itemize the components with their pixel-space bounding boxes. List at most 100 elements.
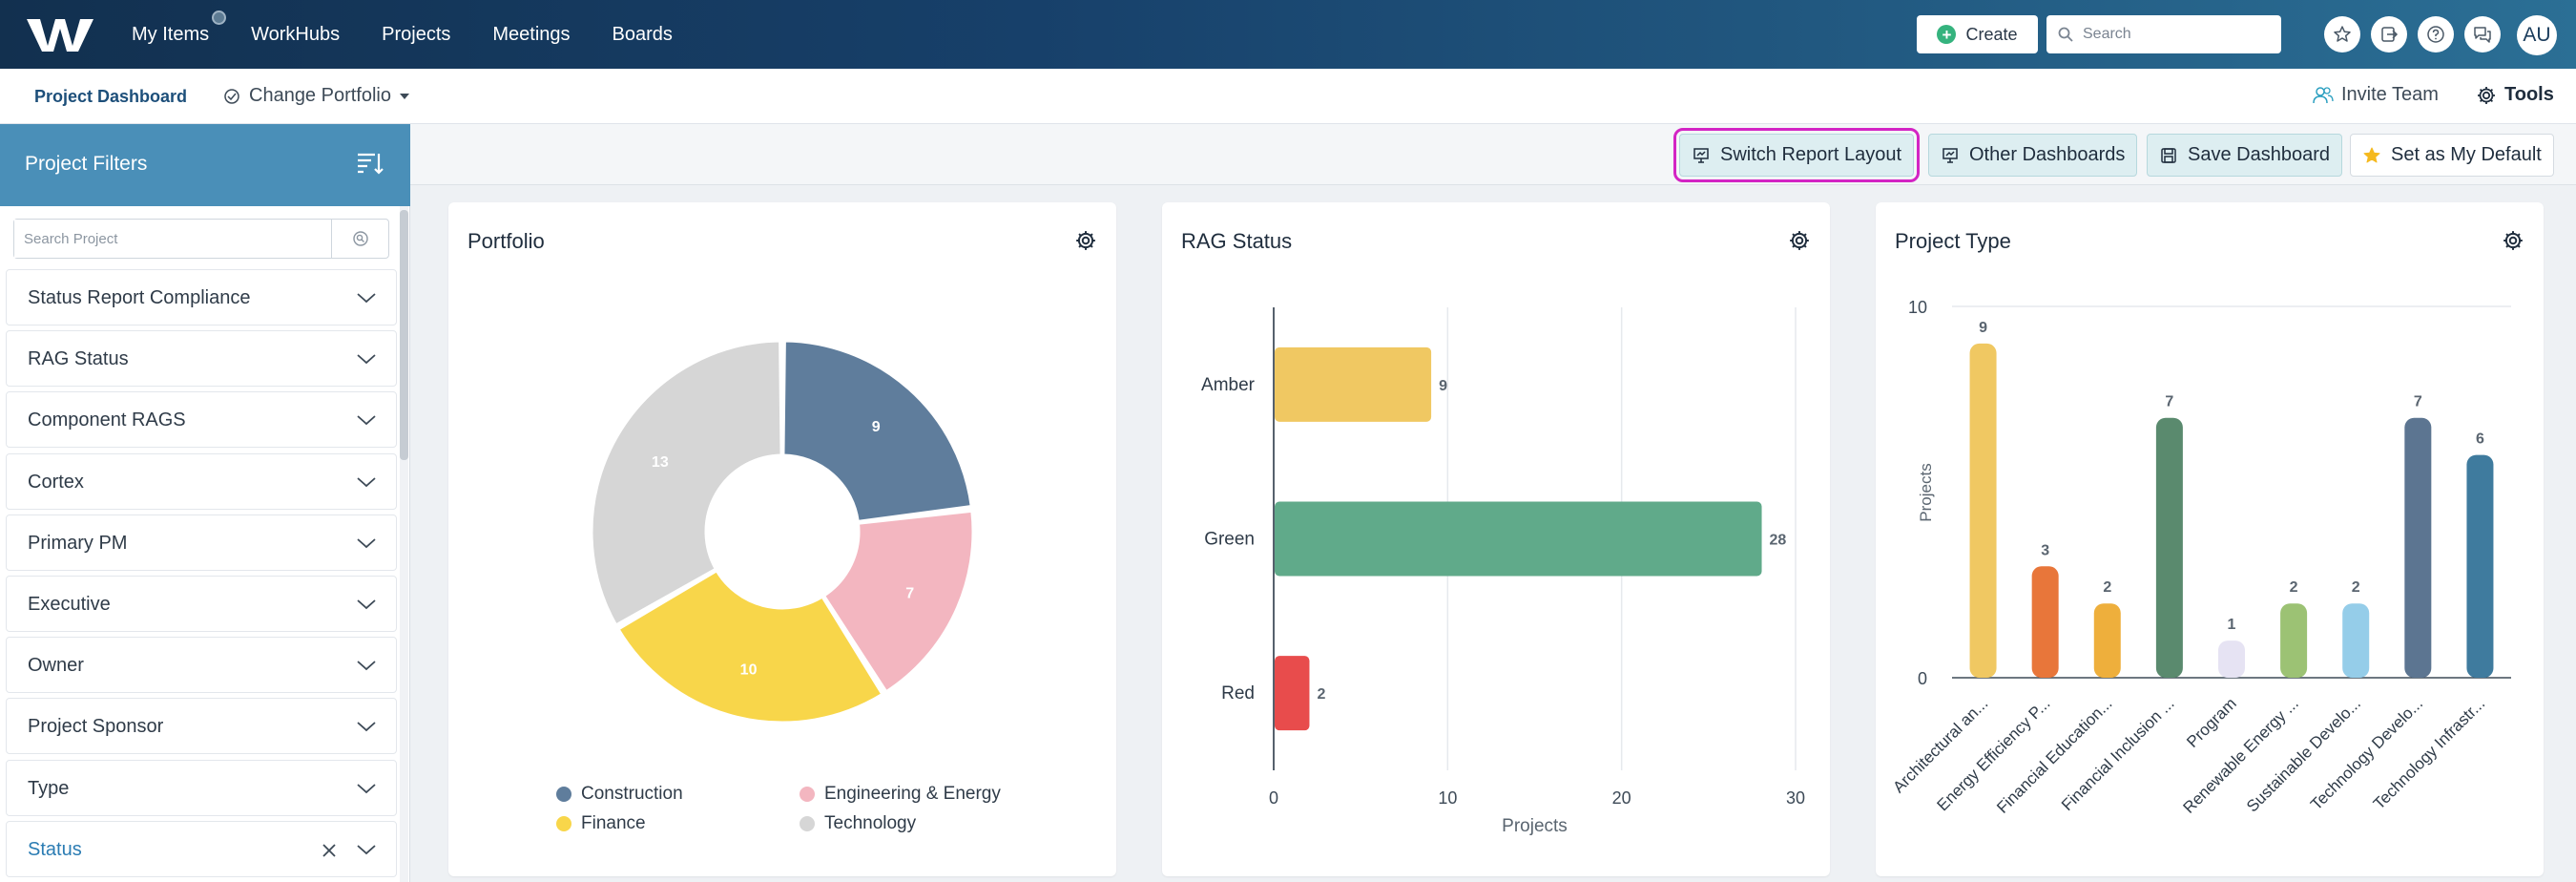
rag-status-title: RAG Status	[1181, 229, 1293, 253]
favorites-button[interactable]	[2324, 16, 2360, 52]
category-label: Green	[1204, 530, 1255, 550]
tools-menu[interactable]: Tools	[2476, 84, 2554, 106]
legend-item-finance[interactable]: Finance	[556, 813, 800, 834]
set-default-button[interactable]: Set as My Default	[2350, 134, 2554, 177]
filter-component-rags[interactable]: Component RAGS	[6, 391, 397, 449]
nav-projects[interactable]: Projects	[382, 23, 451, 45]
chat-button[interactable]	[2464, 16, 2501, 52]
legend-item-construction[interactable]: Construction	[556, 784, 800, 805]
clear-filter-icon[interactable]	[320, 841, 339, 860]
global-search-input[interactable]	[2083, 26, 2264, 43]
project-search-input[interactable]	[14, 220, 331, 258]
donut-slice-finance[interactable]	[615, 568, 884, 724]
create-button[interactable]: + Create	[1917, 15, 2038, 53]
legend-label: Finance	[581, 813, 646, 833]
invite-team-label: Invite Team	[2341, 84, 2439, 105]
legend-swatch	[800, 816, 815, 831]
search-icon	[2058, 27, 2073, 42]
gear-icon[interactable]	[2502, 229, 2524, 252]
filter-label: RAG Status	[28, 348, 129, 370]
chevron-down-icon	[357, 538, 376, 549]
x-category-label: Sustainable Develo...	[2243, 694, 2364, 815]
filter-type[interactable]: Type	[6, 759, 397, 816]
chevron-down-icon	[357, 354, 376, 365]
x-category-label: Program	[2183, 694, 2240, 751]
chevron-down-icon	[357, 293, 376, 304]
project-type-title: Project Type	[1895, 229, 2011, 253]
bar-financial-inclusion[interactable]	[2155, 417, 2183, 678]
exit-button[interactable]	[2371, 16, 2407, 52]
chevron-down-icon	[357, 476, 376, 487]
sidebar-title: Project Filters	[25, 153, 148, 175]
donut-slice-construction[interactable]	[781, 339, 973, 524]
donut-slice-engineering-energy[interactable]	[821, 509, 975, 694]
donut-slice-label: 7	[905, 585, 914, 601]
switch-report-layout-label: Switch Report Layout	[1720, 144, 1902, 165]
global-search	[2046, 15, 2281, 53]
bar-energy-efficiency-p[interactable]	[2031, 566, 2059, 678]
invite-team-button[interactable]: Invite Team	[2313, 84, 2439, 106]
bar-value-label: 9	[1439, 378, 1447, 394]
top-navigation-bar: My Items WorkHubs Projects Meetings Boar…	[0, 0, 2576, 69]
filter-status-report-compliance[interactable]: Status Report Compliance	[6, 269, 397, 326]
filter-label: Primary PM	[28, 532, 128, 554]
bar-sustainable-develo[interactable]	[2342, 603, 2370, 678]
x-category-label: Technology Develo...	[2307, 694, 2426, 813]
filter-primary-pm[interactable]: Primary PM	[6, 514, 397, 571]
gear-icon[interactable]	[1074, 229, 1097, 252]
sub-header: Project Dashboard Change Portfolio Invit…	[0, 69, 2576, 124]
project-search	[13, 219, 389, 259]
bar-value-label: 7	[2414, 394, 2422, 410]
legend-item-technology[interactable]: Technology	[800, 813, 1043, 834]
bar-financial-education[interactable]	[2093, 603, 2121, 678]
filter-executive[interactable]: Executive	[6, 576, 397, 632]
nav-workhubs[interactable]: WorkHubs	[251, 23, 341, 45]
switch-report-layout-button[interactable]: Switch Report Layout	[1672, 128, 1921, 182]
donut-slice-technology[interactable]	[590, 339, 783, 627]
filter-label: Project Sponsor	[28, 716, 164, 738]
presentation-icon	[1693, 147, 1709, 163]
save-dashboard-label: Save Dashboard	[2188, 144, 2330, 165]
project-filters-sidebar: Project Filters Status Report Compliance…	[0, 124, 410, 882]
portfolio-donut-chart: 9 7 10 13	[590, 339, 975, 724]
app-logo[interactable]	[25, 13, 95, 55]
sidebar-scrollbar[interactable]	[400, 206, 408, 882]
bar-value-label: 7	[2165, 394, 2173, 410]
nav-boards[interactable]: Boards	[612, 23, 673, 45]
bar-technology-infrastr[interactable]	[2466, 454, 2494, 678]
bar-red[interactable]	[1275, 656, 1310, 731]
help-button[interactable]	[2418, 16, 2454, 52]
nav-meetings[interactable]: Meetings	[492, 23, 571, 45]
filter-status[interactable]: Status	[6, 820, 397, 877]
x-tick-label: 30	[1786, 788, 1805, 808]
bar-program[interactable]	[2218, 640, 2245, 678]
page-title[interactable]: Project Dashboard	[34, 87, 188, 106]
filter-owner[interactable]: Owner	[6, 637, 397, 694]
filter-rag-status[interactable]: RAG Status	[6, 330, 397, 388]
other-dashboards-button[interactable]: Other Dashboards	[1928, 134, 2138, 177]
user-avatar[interactable]: AU	[2517, 15, 2557, 55]
x-category-label: Financial Education...	[1993, 694, 2115, 816]
bar-technology-develo[interactable]	[2404, 417, 2432, 678]
bar-renewable-energy[interactable]	[2280, 603, 2308, 678]
legend-swatch	[556, 787, 571, 802]
bar-architectural-an[interactable]	[1969, 343, 1997, 678]
search-icon	[352, 231, 368, 246]
filter-cortex[interactable]: Cortex	[6, 452, 397, 510]
project-search-button[interactable]	[331, 220, 388, 258]
change-portfolio-dropdown[interactable]: Change Portfolio	[222, 85, 410, 107]
x-axis-label: Projects	[1502, 816, 1568, 836]
bar-amber[interactable]	[1275, 346, 1432, 422]
help-icon	[2427, 26, 2444, 43]
legend-label: Technology	[824, 813, 917, 833]
bar-green[interactable]	[1275, 501, 1762, 577]
y-axis-label: Projects	[1917, 463, 1935, 521]
sidebar-scroll-thumb[interactable]	[400, 210, 408, 460]
legend-item-engineering-energy[interactable]: Engineering & Energy	[800, 784, 1043, 805]
sort-filter-icon[interactable]	[355, 149, 384, 178]
gear-icon[interactable]	[1788, 229, 1811, 252]
filter-project-sponsor[interactable]: Project Sponsor	[6, 698, 397, 755]
nav-my-items[interactable]: My Items	[132, 10, 227, 46]
save-dashboard-button[interactable]: Save Dashboard	[2147, 134, 2342, 177]
